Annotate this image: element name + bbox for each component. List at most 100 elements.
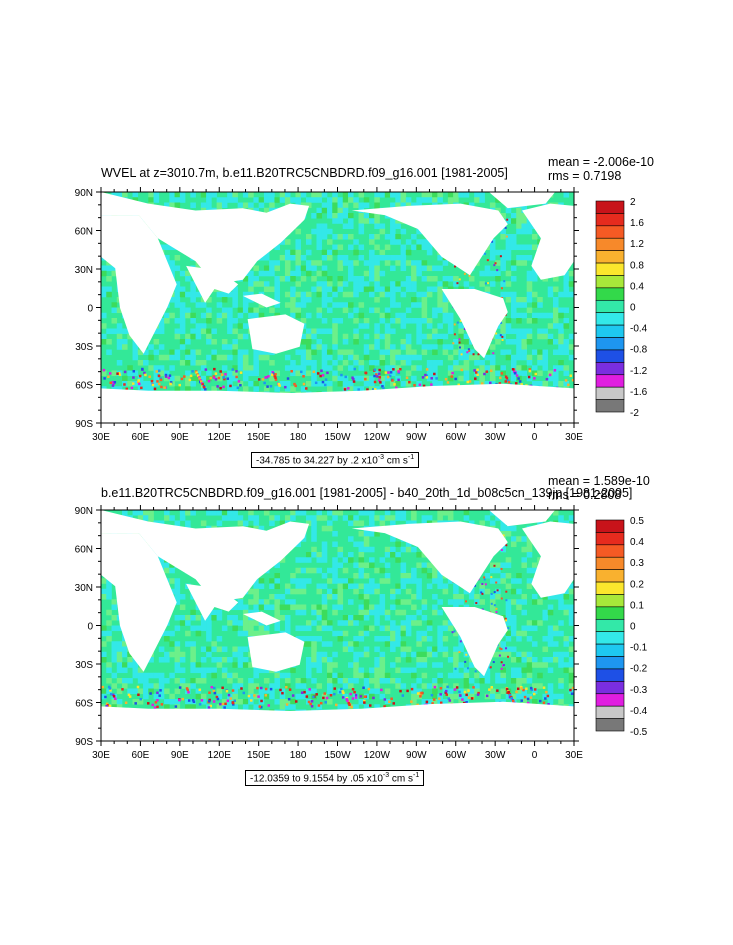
land-region (242, 611, 281, 626)
x-tick-label: 30E (92, 432, 110, 443)
colorbar-label: -1.6 (630, 387, 648, 398)
colorbar-label: -0.3 (630, 685, 648, 696)
land-region (101, 533, 177, 672)
plot-title: b.e11.B20TRC5CNBDRD.f09_g16.001 [1981-20… (101, 486, 633, 500)
colorbar-swatch (595, 631, 625, 645)
x-tick-label: 60W (445, 750, 466, 761)
colorbar-label: 1.6 (630, 218, 644, 229)
range-text: -34.785 to 34.227 by .2 x10 (256, 455, 378, 467)
colorbar-label: -0.5 (630, 727, 648, 738)
land-region (101, 701, 574, 741)
x-tick-label: 60E (132, 750, 150, 761)
x-tick-label: 180 (290, 432, 307, 443)
x-tick-label: 120E (208, 432, 232, 443)
colorbar-label: 0 (630, 622, 636, 633)
x-tick-label: 30E (565, 432, 583, 443)
y-tick-label: 60N (75, 227, 93, 238)
x-tick-label: 30E (565, 750, 583, 761)
colorbar-swatch (595, 718, 625, 732)
colorbar-label: 0.2 (630, 579, 644, 590)
land-region (101, 192, 310, 285)
y-tick-label: 30S (75, 342, 93, 353)
colorbar-label: 0 (630, 303, 636, 314)
x-tick-label: 90W (406, 750, 427, 761)
colorbar-label: 0.5 (630, 516, 644, 527)
contour-range-label: -34.785 to 34.227 by .2 x10-3 cm s-1 (251, 452, 420, 469)
colorbar-label: -1.2 (630, 366, 648, 377)
colorbar-label: -0.1 (630, 643, 648, 654)
colorbar-label: -0.4 (630, 706, 648, 717)
colorbar-swatch (595, 643, 625, 657)
x-tick-label: 90W (406, 432, 427, 443)
land-region (242, 293, 281, 308)
x-tick-label: 120E (208, 750, 232, 761)
panel-1: WVEL at z=3010.7m, b.e11.B20TRC5CNBDRD.f… (0, 0, 733, 470)
land-region (101, 215, 177, 354)
x-tick-label: 30W (485, 432, 506, 443)
colorbar-label: 2 (630, 197, 636, 208)
map-plot: 30E 60E 90E 120E 150E 180 150W 120W 90W 60W 30W 0 30… (75, 187, 648, 443)
colorbar-label: -0.2 (630, 664, 648, 675)
x-tick-label: 150W (324, 432, 351, 443)
land-region (351, 203, 508, 276)
land-region (441, 289, 508, 359)
colorbar-label: -0.8 (630, 345, 648, 356)
x-tick-label: 120W (364, 750, 391, 761)
x-tick-label: 150E (247, 432, 271, 443)
x-tick-label: 30E (92, 750, 110, 761)
colorbar-swatch (595, 668, 625, 682)
land-region (101, 383, 574, 423)
colorbar: 0.5 0.4 0.3 0.2 0.1 0 -0.1 -0.2 -0.3 -0.4 -0.5 (595, 516, 648, 738)
plot-title: WVEL at z=3010.7m, b.e11.B20TRC5CNBDRD.f… (101, 166, 508, 180)
colorbar-swatch (595, 544, 625, 558)
x-tick-label: 90E (171, 750, 189, 761)
colorbar-swatch (595, 581, 625, 595)
range-units: cm s (389, 773, 414, 785)
mean-stat: mean = -2.006e-10 (548, 155, 654, 169)
land-region (186, 583, 239, 621)
colorbar-label: 0.8 (630, 260, 644, 271)
rms-stat: rms = 0.7198 (548, 169, 622, 183)
land-mask (101, 192, 574, 423)
range-exponent: -3 (377, 454, 384, 461)
x-tick-label: 0 (532, 750, 538, 761)
land-region (441, 607, 508, 677)
land-region (351, 521, 508, 594)
plot-area: 30E 60E 90E 120E 150E 180 150W 120W 90W 60W 30W 0 30… (75, 505, 583, 761)
land-region (247, 632, 305, 672)
contour-range-label: -12.0359 to 9.1554 by .05 x10-3 cm s-1 (245, 770, 425, 787)
land-region (488, 192, 556, 209)
colorbar-swatch (595, 519, 625, 533)
colorbar: 2 1.6 1.2 0.8 0.4 0 -0.4 -0.8 -1.2 -1.6 -2 (595, 197, 648, 419)
y-tick-label: 0 (87, 304, 93, 315)
range-units: cm s (384, 455, 408, 467)
colorbar-label: -0.4 (630, 324, 648, 335)
colorbar-label: 0.1 (630, 600, 644, 611)
colorbar-swatch (595, 618, 625, 633)
y-tick-label: 90N (75, 506, 93, 517)
colorbar-swatch (595, 705, 625, 719)
range-units-exponent: -1 (413, 772, 420, 779)
plot-area: 30E 60E 90E 120E 150E 180 150W 120W 90W 60W 30W 0 30… (75, 187, 583, 443)
x-tick-label: 90E (171, 432, 189, 443)
mean-stat: mean = 1.589e-10 (548, 474, 650, 488)
land-region (186, 265, 239, 303)
colorbar-label: 1.2 (630, 239, 644, 250)
y-tick-label: 90S (75, 419, 93, 430)
colorbar-swatch (595, 556, 625, 570)
y-tick-label: 30S (75, 660, 93, 671)
colorbar-swatch (595, 606, 625, 620)
x-tick-label: 180 (290, 750, 307, 761)
y-tick-label: 60S (75, 699, 93, 710)
range-units-exponent: -1 (407, 454, 415, 461)
y-tick-label: 30N (75, 265, 93, 276)
colorbar-label: 0.4 (630, 281, 644, 292)
colorbar-label: 0.3 (630, 558, 644, 569)
x-tick-label: 0 (532, 432, 538, 443)
land-region (522, 203, 574, 280)
y-tick-label: 30N (75, 583, 93, 594)
land-region (247, 314, 305, 354)
x-tick-label: 150W (324, 750, 351, 761)
